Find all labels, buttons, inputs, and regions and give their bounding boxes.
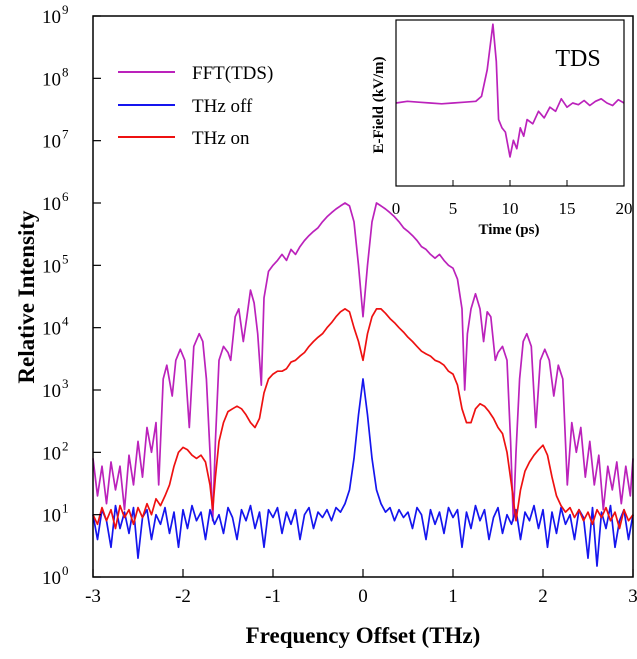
legend-label-thz-off: THz off (192, 96, 253, 117)
inset-title: TDS (555, 46, 600, 72)
y-tick-exponent: 5 (62, 251, 69, 266)
legend-label-fft: FFT(TDS) (192, 63, 273, 84)
legend-label-thz-on: THz on (192, 128, 250, 149)
inset-plot: 0 5 10 15 20 Time (ps) E-Field (kV/m) TDS (371, 19, 633, 238)
y-tick-exponent: 8 (62, 64, 69, 79)
y-tick-exponent: 0 (62, 563, 69, 578)
y-tick-exponent: 1 (62, 501, 69, 516)
x-tick-label: 3 (628, 586, 637, 607)
main-y-axis-title: Relative Intensity (14, 210, 39, 384)
series-line-thz-on (92, 308, 634, 530)
x-tick-label: -1 (265, 586, 281, 607)
y-tick-label: 10 (42, 506, 61, 527)
x-tick-label: -2 (175, 586, 191, 607)
y-tick-label: 10 (42, 194, 61, 215)
inset-x-axis: 0 5 10 15 20 (392, 180, 633, 218)
x-tick-label: 2 (538, 586, 548, 607)
y-tick-label: 10 (42, 319, 61, 340)
inset-x-tick-label: 15 (559, 199, 576, 218)
y-tick-label: 10 (42, 443, 61, 464)
series-line-fft-tds (92, 202, 634, 522)
inset-x-tick-label: 0 (392, 199, 401, 218)
y-tick-label: 10 (42, 256, 61, 277)
y-tick-exponent: 2 (62, 438, 69, 453)
y-tick-label: 10 (42, 132, 61, 153)
inset-x-tick-label: 10 (502, 199, 519, 218)
y-tick-label: 10 (42, 381, 61, 402)
inset-x-axis-title: Time (ps) (479, 222, 540, 238)
main-x-axis: -3 -2 -1 0 1 2 3 (85, 569, 637, 607)
y-tick-exponent: 4 (62, 314, 69, 329)
inset-x-tick-label: 5 (449, 199, 458, 218)
inset-series-group (395, 23, 625, 158)
series-line-thz-off (92, 378, 634, 567)
x-tick-label: 1 (448, 586, 458, 607)
y-tick-exponent: 6 (62, 189, 69, 204)
inset-x-tick-label: 20 (616, 199, 633, 218)
inset-series-line (395, 23, 625, 158)
main-series-group (92, 202, 634, 567)
y-tick-exponent: 7 (62, 127, 69, 142)
inset-y-axis-title: E-Field (kV/m) (371, 56, 387, 153)
legend: FFT(TDS) THz off THz on (118, 63, 273, 149)
main-x-axis-title: Frequency Offset (THz) (246, 623, 481, 648)
y-tick-label: 10 (42, 69, 61, 90)
y-tick-exponent: 3 (62, 376, 69, 391)
x-tick-label: -3 (85, 586, 101, 607)
y-tick-label: 10 (42, 568, 61, 589)
y-tick-label: 10 (42, 7, 61, 28)
y-tick-exponent: 9 (62, 2, 69, 17)
x-tick-label: 0 (358, 586, 368, 607)
